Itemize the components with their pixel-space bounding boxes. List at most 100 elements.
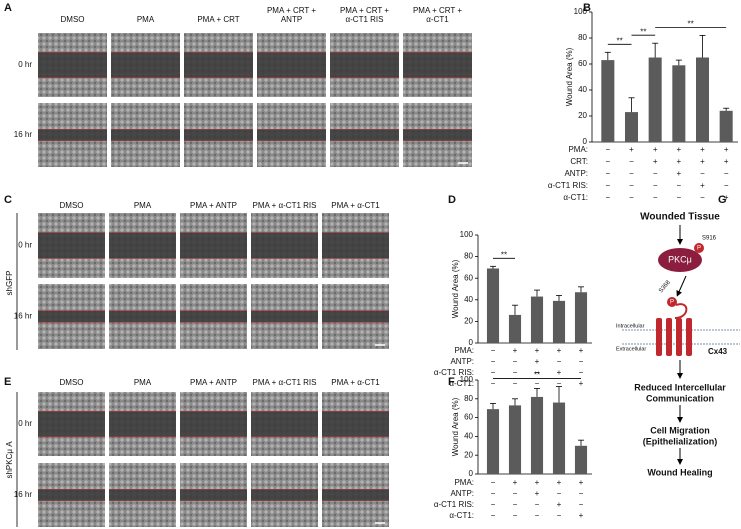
significance-label: ** (501, 250, 507, 259)
error-bar (699, 35, 706, 58)
panel-label: E (4, 376, 11, 388)
y-tick-label: 100 (460, 375, 474, 384)
panel-label: B (583, 2, 591, 14)
row-label: 0 hr (18, 419, 32, 428)
condition-label: PMA + α-CT1 RIS (253, 378, 317, 387)
bar (508, 405, 522, 474)
wound-gap (257, 129, 326, 141)
tail (674, 303, 688, 319)
condition-sign: − (653, 193, 658, 202)
condition-sign: + (513, 478, 518, 487)
kinase-label: PKCμ (668, 254, 692, 264)
condition-sign: − (579, 500, 584, 509)
panel-label: D (448, 194, 456, 206)
condition-sign: − (491, 368, 496, 377)
wound-gap (111, 129, 180, 141)
condition-sign: − (491, 489, 496, 498)
condition-sign: − (557, 511, 562, 520)
condition-name: α-CT1 RIS: (434, 500, 474, 509)
panel-label: A (4, 2, 12, 14)
condition-label: PMA + ANTP (190, 201, 237, 210)
condition-name: CRT: (570, 157, 588, 166)
wound-gap (403, 129, 472, 141)
kinase-shape (658, 248, 702, 272)
bar (486, 268, 500, 343)
condition-sign: + (629, 145, 634, 154)
error-bar (534, 289, 540, 297)
bar (719, 110, 733, 142)
condition-label: DMSO (60, 378, 84, 387)
y-tick-label: 20 (464, 450, 473, 459)
wound-gap (180, 489, 247, 501)
y-tick-label: 60 (464, 413, 473, 422)
condition-sign: − (629, 169, 634, 178)
condition-sign: + (676, 157, 681, 166)
condition-name: α-CT1 RIS: (434, 368, 474, 377)
condition-name: PMA: (568, 145, 588, 154)
error-bar (578, 286, 584, 293)
condition-sign: − (579, 368, 584, 377)
y-tick-label: 80 (464, 394, 473, 403)
y-axis-label: Wound Area (%) (565, 47, 574, 106)
arrow (676, 275, 687, 297)
wound-gap (330, 129, 399, 141)
wound-gap (38, 232, 105, 259)
row-label: 0 hr (18, 241, 32, 250)
y-axis-label: Wound Area (%) (451, 259, 460, 318)
bar (624, 112, 639, 142)
wound-gap (330, 52, 399, 78)
y-tick-label: 20 (464, 317, 473, 326)
y-tick-label: 80 (464, 252, 473, 261)
inside-label: Intracellular (616, 323, 645, 329)
error-bar (512, 304, 518, 315)
condition-label: PMA + α-CT1 RIS (253, 201, 317, 210)
condition-label: DMSO (61, 15, 85, 24)
condition-label: PMA + CRT + (340, 6, 389, 15)
bar (508, 314, 522, 343)
condition-sign: − (653, 169, 658, 178)
diagram: Wounded Tissue PKCμ S916 P S368 P Intrac… (616, 212, 740, 465)
phospho-circle (694, 243, 704, 253)
condition-sign: + (653, 157, 658, 166)
bar (530, 296, 544, 343)
wound-gap (403, 52, 472, 78)
condition-sign: − (491, 511, 496, 520)
wound-gap (38, 489, 105, 501)
condition-sign: + (724, 193, 729, 202)
step-label: Reduced Intercellular (634, 382, 726, 392)
condition-sign: − (491, 357, 496, 366)
significance-label: ** (534, 371, 540, 380)
condition-sign: + (535, 478, 540, 487)
condition-name: PMA: (454, 346, 474, 355)
condition-label: PMA (134, 201, 152, 210)
wound-gap (180, 411, 247, 437)
error-bar (490, 265, 496, 269)
significance-label: ** (640, 27, 646, 36)
error-bar (628, 97, 635, 113)
condition-label: PMA + ANTP (190, 378, 237, 387)
condition-label: PMA (137, 15, 155, 24)
cell-line-label: shPKCμ A (5, 441, 14, 479)
condition-sign: − (491, 379, 496, 388)
y-tick-label: 60 (578, 59, 587, 68)
helix (676, 318, 682, 356)
condition-sign: + (557, 346, 562, 355)
condition-sign: − (513, 368, 518, 377)
wound-gap (257, 52, 326, 78)
helix (666, 318, 672, 356)
condition-sign: + (535, 346, 540, 355)
condition-sign: + (653, 145, 658, 154)
condition-sign: − (535, 500, 540, 509)
y-tick-label: 80 (578, 33, 587, 42)
y-tick-label: 40 (578, 85, 587, 94)
significance-label: ** (617, 36, 623, 45)
wound-gap (322, 411, 389, 437)
condition-label: α-CT1 RIS (346, 15, 384, 24)
wound-gap (38, 129, 107, 141)
wound-gap (109, 411, 176, 437)
condition-sign: + (557, 500, 562, 509)
row-label: 16 hr (14, 312, 33, 321)
condition-label: PMA + CRT + (413, 6, 462, 15)
wound-gap (111, 52, 180, 78)
